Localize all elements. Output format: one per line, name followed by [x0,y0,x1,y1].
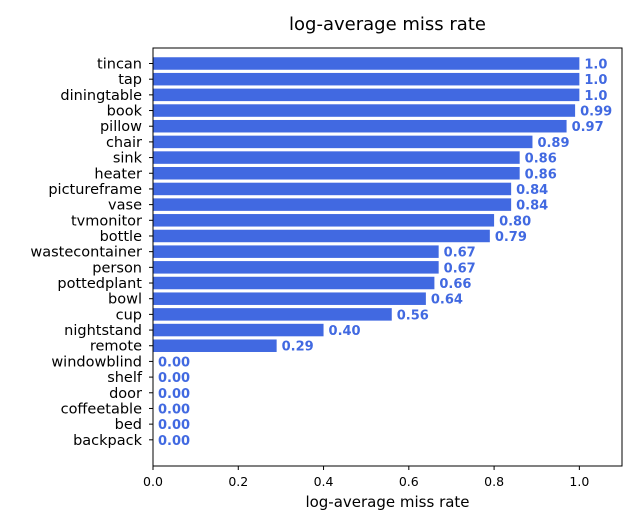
value-label-remote: 0.29 [282,340,314,355]
category-label-heater: heater [94,166,142,182]
value-label-coffeetable: 0.00 [158,402,190,417]
value-label-tap: 1.0 [584,73,607,88]
value-label-bottle: 0.79 [495,230,527,245]
value-label-pictureframe: 0.84 [516,183,548,198]
value-label-pillow: 0.97 [572,120,604,135]
value-label-nightstand: 0.40 [329,324,361,339]
category-label-tvmonitor: tvmonitor [71,213,142,229]
category-label-pottedplant: pottedplant [57,276,142,292]
value-label-shelf: 0.00 [158,371,190,386]
category-label-tap: tap [118,72,142,88]
value-label-book: 0.99 [580,105,612,120]
x-tick-label: 0.6 [399,474,419,489]
value-label-sink: 0.86 [525,152,557,167]
value-label-bed: 0.00 [158,418,190,433]
category-label-windowblind: windowblind [51,354,142,370]
x-tick-label: 0.4 [314,474,334,489]
chart-title: log-average miss rate [289,14,486,35]
value-label-pottedplant: 0.66 [439,277,471,292]
category-label-cup: cup [116,307,142,323]
value-label-heater: 0.86 [525,167,557,182]
plot-frame [152,47,623,467]
x-tick-label: 0.8 [484,474,504,489]
category-label-sink: sink [113,151,143,167]
category-label-book: book [107,104,143,120]
x-tick-label: 1.0 [569,474,589,489]
bars-layer [153,57,580,352]
value-label-vase: 0.84 [516,199,548,214]
category-label-bottle: bottle [100,229,142,245]
bar-tap [153,72,580,86]
bar-cup [153,308,392,321]
category-label-diningtable: diningtable [60,88,142,104]
bar-vase [153,198,512,211]
bar-book [153,104,576,117]
value-label-wastecontainer: 0.67 [444,246,476,261]
bar-sink [153,151,520,164]
value-label-tincan: 1.0 [584,58,607,73]
value-label-door: 0.00 [158,387,190,402]
bar-tvmonitor [153,214,495,227]
value-label-person: 0.67 [444,261,476,276]
category-label-shelf: shelf [107,370,143,386]
x-axis-ticks: 0.0 0.2 0.4 0.6 0.8 1.0 [143,466,589,489]
value-label-chair: 0.89 [537,136,569,151]
x-tick-label: 0.0 [143,474,163,489]
value-label-tvmonitor: 0.80 [499,214,531,229]
x-axis-label: log-average miss rate [305,493,469,511]
bar-bottle [153,229,490,243]
category-label-pillow: pillow [100,119,142,135]
bar-wastecontainer [153,245,439,258]
bar-pillow [153,119,567,133]
category-label-pictureframe: pictureframe [48,182,142,198]
bar-tincan [153,57,580,70]
bar-person [153,261,439,274]
value-label-bowl: 0.64 [431,293,463,308]
value-label-cup: 0.56 [397,308,429,323]
category-label-backpack: backpack [73,433,143,449]
value-labels: 1.01.01.00.990.970.890.860.860.840.840.8… [158,58,612,449]
category-label-coffeetable: coffeetable [61,401,142,417]
bar-bowl [153,292,426,305]
bar-pictureframe [153,182,512,196]
bar-heater [153,167,520,180]
category-labels: tincantapdiningtablebookpillowchairsinkh… [30,57,153,449]
value-label-backpack: 0.00 [158,434,190,449]
bar-diningtable [153,88,580,102]
category-label-bed: bed [115,417,142,433]
bar-remote [153,339,277,352]
category-label-nightstand: nightstand [64,323,142,339]
bar-chair [153,135,533,149]
bar-pottedplant [153,276,435,290]
category-label-bowl: bowl [108,292,142,308]
x-tick-label: 0.2 [228,474,248,489]
category-label-wastecontainer: wastecontainer [30,245,142,261]
category-label-remote: remote [90,339,142,355]
category-label-vase: vase [108,198,142,214]
bar-nightstand [153,323,324,337]
category-label-tincan: tincan [97,57,142,73]
category-label-chair: chair [106,135,142,151]
category-label-door: door [109,386,142,402]
value-label-windowblind: 0.00 [158,355,190,370]
value-label-diningtable: 1.0 [584,89,607,104]
category-label-person: person [92,260,142,276]
